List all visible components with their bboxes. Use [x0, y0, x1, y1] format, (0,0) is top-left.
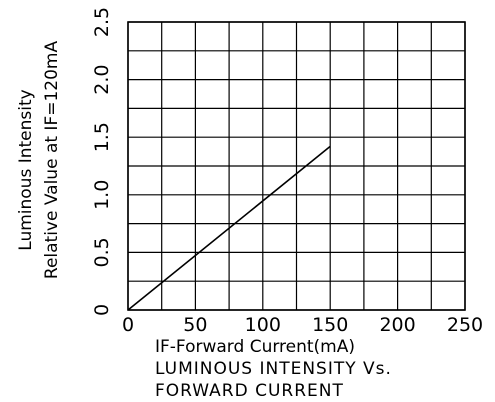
y-tick-label: 0	[91, 304, 113, 316]
y-tick-label: 2.5	[91, 7, 113, 37]
plot-frame	[127, 21, 466, 311]
y-tick-label: 2.0	[91, 64, 113, 94]
x-tick-label: 200	[379, 314, 415, 336]
y-axis-label-line-2: Relative Value at IF=120mA	[42, 41, 62, 280]
x-tick-label: 150	[312, 314, 348, 336]
chart-title-line-1: LUMINOUS INTENSITY Vs.	[155, 359, 392, 379]
series-line-1	[127, 145, 331, 311]
y-tick-labels: 0 0.5 1.0 1.5 2.0 2.5	[91, 7, 113, 316]
x-tick-labels: 0 50 100 150 200 250	[122, 314, 483, 336]
plot-border	[127, 21, 466, 311]
grid	[127, 21, 466, 311]
x-tick-label: 50	[183, 314, 207, 336]
y-tick-label: 1.0	[91, 180, 113, 210]
x-axis-label: IF-Forward Current(mA)	[155, 337, 355, 357]
y-tick-label: 0.5	[91, 237, 113, 267]
series-layer	[127, 145, 331, 311]
chart-title-line-2: FORWARD CURRENT	[155, 381, 344, 401]
x-tick-label: 100	[245, 314, 281, 336]
y-axis-label-line-1: Luminous Intensity	[16, 89, 36, 250]
x-tick-label: 0	[122, 314, 134, 336]
x-tick-label: 250	[447, 314, 483, 336]
y-tick-label: 1.5	[91, 122, 113, 152]
